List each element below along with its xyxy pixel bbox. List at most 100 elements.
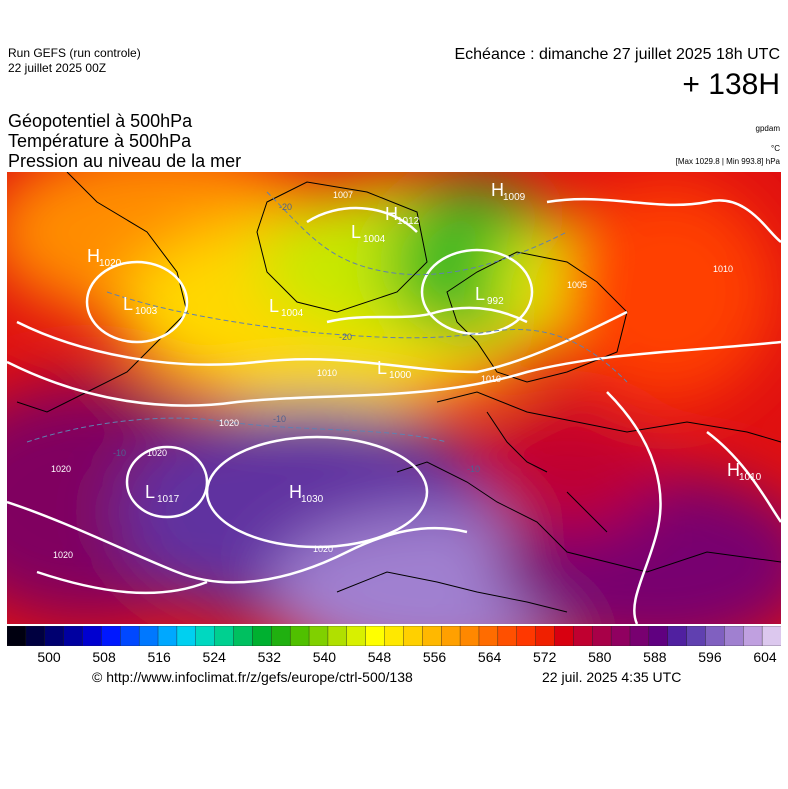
center-type: L <box>145 482 155 502</box>
center-type: H <box>87 246 100 266</box>
colorbar-swatch <box>289 626 310 646</box>
isobar-label: 1010 <box>713 264 733 274</box>
weather-map: H 1020 L 1003 L 1004 H 1012 L 1004 H 1009 L 992… <box>7 172 781 624</box>
colorbar-swatch <box>384 626 405 646</box>
isobars <box>7 197 781 624</box>
colorbar-swatch <box>629 626 650 646</box>
center-type: H <box>727 460 740 480</box>
coastlines <box>16 172 781 613</box>
valid-time: Echéance : dimanche 27 juillet 2025 18h … <box>454 46 780 63</box>
colorbar-swatch <box>101 626 121 646</box>
colorbar-swatch <box>252 626 272 646</box>
field-mslp: Pression au niveau de la mer <box>8 151 242 171</box>
colorbar-tick-label: 540 <box>312 649 337 665</box>
center-type: L <box>269 296 279 316</box>
colorbar-swatch <box>497 626 518 646</box>
lead-time: + 138H <box>682 68 780 101</box>
field-temperature: Température à 500hPa <box>8 131 192 151</box>
colorbar <box>7 626 781 646</box>
colorbar-swatch <box>25 626 46 646</box>
isobar-label: 1020 <box>53 550 73 560</box>
colorbar-swatch <box>573 626 593 646</box>
colorbar-swatch <box>441 626 461 646</box>
colorbar-ticks: 500 508 516 524 532 540 548 556 564 572 580 588 596 6… <box>0 649 788 667</box>
isobar-label: 1020 <box>51 464 71 474</box>
colorbar-swatch <box>592 626 612 646</box>
colorbar-swatch <box>195 626 216 646</box>
center-value: 992 <box>487 296 504 307</box>
isobar-label: 1020 <box>313 544 333 554</box>
colorbar-swatch <box>44 626 65 646</box>
center-type: L <box>475 284 485 304</box>
colorbar-tick-label: 580 <box>588 649 612 665</box>
center-value: 1004 <box>363 234 386 245</box>
colorbar-tick-label: 572 <box>533 649 557 665</box>
colorbar-swatch <box>120 626 140 646</box>
isotherm-label: -10 <box>467 464 480 474</box>
unit-pressure-range: [Max 1029.8 | Min 993.8] hPa <box>675 157 780 166</box>
isobar-label: 1005 <box>567 280 587 290</box>
colorbar-swatch <box>157 626 178 646</box>
center-type: L <box>123 294 133 314</box>
geopotential-shading <box>7 172 781 624</box>
colorbar-tick-label: 604 <box>753 649 777 665</box>
isobar-label: 1010 <box>481 374 501 384</box>
colorbar-swatch <box>535 626 556 646</box>
center-value: 1017 <box>157 494 180 505</box>
center-type: H <box>491 180 504 200</box>
center-value: 1003 <box>135 306 158 317</box>
colorbar-swatch <box>176 626 197 646</box>
isobar-label: 1020 <box>219 418 239 428</box>
temperature-isotherms <box>26 191 628 443</box>
colorbar-swatch <box>271 626 291 646</box>
colorbar-swatch <box>422 626 442 646</box>
colorbar-swatch <box>233 626 254 646</box>
colorbar-tick-label: 524 <box>202 649 226 665</box>
colorbar-swatch <box>761 626 781 646</box>
colorbar-swatch <box>82 626 103 646</box>
colorbar-tick-label: 532 <box>257 649 281 665</box>
colorbar-swatch <box>327 626 348 646</box>
center-value: 1012 <box>397 216 420 227</box>
colorbar-swatch <box>686 626 707 646</box>
isobar-label: 1007 <box>333 190 353 200</box>
colorbar-swatch <box>138 626 159 646</box>
center-type: L <box>377 358 387 378</box>
center-type: H <box>385 204 398 224</box>
colorbar-tick-label: 516 <box>147 649 171 665</box>
center-value: 1010 <box>739 472 762 483</box>
isotherm-label: -20 <box>279 202 292 212</box>
colorbar-tick-label: 548 <box>367 649 392 665</box>
isobar-label: 1020 <box>147 448 167 458</box>
center-value: 1000 <box>389 370 412 381</box>
colorbar-swatch <box>516 626 537 646</box>
colorbar-swatch <box>459 626 480 646</box>
colorbar-swatch <box>667 626 688 646</box>
unit-celsius: °C <box>771 144 780 153</box>
center-value: 1020 <box>99 258 122 269</box>
colorbar-tick-label: 508 <box>92 649 116 665</box>
colorbar-swatch <box>63 626 84 646</box>
pressure-center-labels: H 1020 L 1003 L 1004 H 1012 L 1004 H 1009 L 992… <box>87 180 762 505</box>
colorbar-swatch <box>705 626 726 646</box>
colorbar-swatch <box>724 626 744 646</box>
center-value: 1009 <box>503 192 526 203</box>
center-type: L <box>351 222 361 242</box>
colorbar-tick-label: 596 <box>698 649 722 665</box>
isotherm-labels: -20 -20 -10 -10 -10 <box>113 202 480 474</box>
isotherm-label: -10 <box>273 414 286 424</box>
colorbar-tick-label: 556 <box>422 649 447 665</box>
center-value: 1004 <box>281 308 304 319</box>
center-type: H <box>289 482 302 502</box>
colorbar-tick-label: 564 <box>477 649 502 665</box>
credit-text: © http://www.infoclimat.fr/z/gefs/europe… <box>92 669 413 685</box>
colorbar-swatch <box>554 626 575 646</box>
colorbar-swatch <box>610 626 631 646</box>
colorbar-swatch <box>743 626 763 646</box>
issued-time: 22 juil. 2025 4:35 UTC <box>542 669 682 685</box>
colorbar-tick-label: 588 <box>643 649 667 665</box>
isobar-label: 1010 <box>317 368 337 378</box>
colorbar-swatch <box>308 626 329 646</box>
center-value: 1030 <box>301 494 324 505</box>
colorbar-swatch <box>7 626 27 646</box>
